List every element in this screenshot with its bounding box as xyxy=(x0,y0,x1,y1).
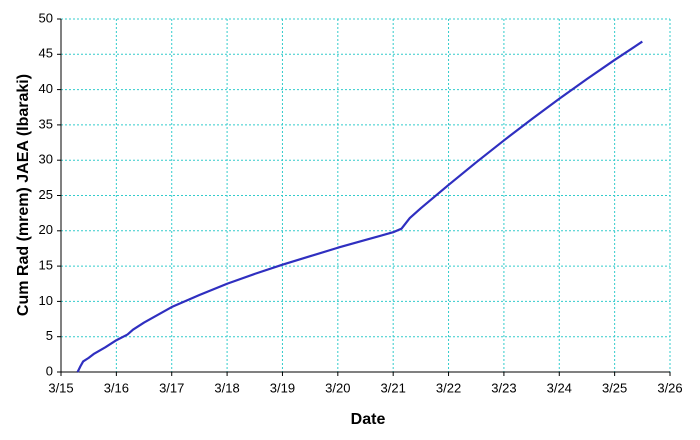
x-tick-label: 3/26 xyxy=(657,380,682,395)
x-tick-label: 3/15 xyxy=(48,380,73,395)
y-tick-label: 5 xyxy=(46,328,53,343)
y-tick-label: 20 xyxy=(39,222,53,237)
y-tick-label: 50 xyxy=(39,10,53,25)
x-tick-label: 3/22 xyxy=(436,380,461,395)
x-tick-label: 3/21 xyxy=(381,380,406,395)
x-tick-label: 3/19 xyxy=(270,380,295,395)
x-tick-label: 3/23 xyxy=(491,380,516,395)
y-tick-label: 35 xyxy=(39,116,53,131)
x-tick-label: 3/25 xyxy=(602,380,627,395)
x-tick-label: 3/24 xyxy=(547,380,572,395)
y-tick-label: 45 xyxy=(39,46,53,61)
y-tick-label: 25 xyxy=(39,187,53,202)
y-tick-label: 0 xyxy=(46,363,53,378)
x-tick-label: 3/18 xyxy=(214,380,239,395)
y-tick-label: 30 xyxy=(39,152,53,167)
x-tick-label: 3/17 xyxy=(159,380,184,395)
x-tick-label: 3/20 xyxy=(325,380,350,395)
x-axis-label: Date xyxy=(351,411,386,428)
y-axis-label: Cum Rad (mrem) JAEA (Ibaraki) xyxy=(15,74,32,316)
y-tick-label: 10 xyxy=(39,293,53,308)
x-tick-label: 3/16 xyxy=(104,380,129,395)
y-tick-label: 40 xyxy=(39,81,53,96)
data-line xyxy=(76,40,643,373)
y-tick-label: 15 xyxy=(39,258,53,273)
